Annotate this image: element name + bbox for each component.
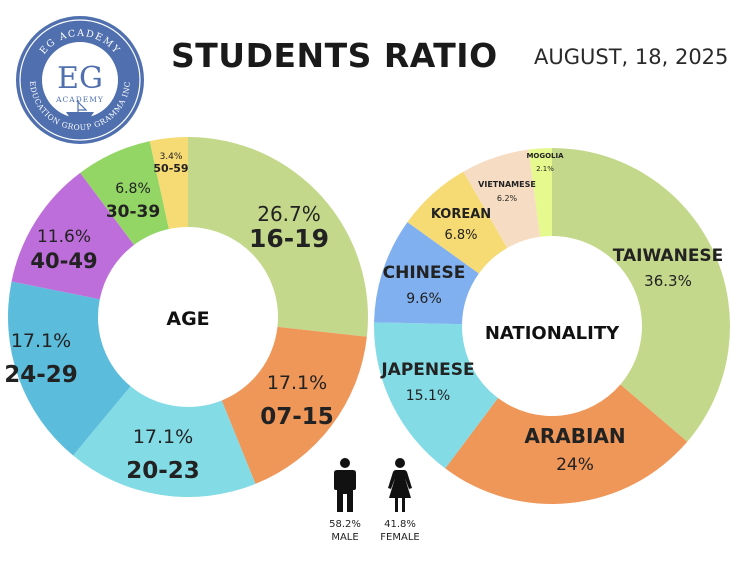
male-stat: 58.2% MALE — [315, 458, 375, 544]
slice-label-16-19: 16-19 — [249, 224, 329, 253]
slice-value-50-59: 3.4% — [160, 152, 183, 162]
slice-24-29 — [8, 281, 131, 456]
ship-icon — [66, 112, 94, 118]
slice-20-23 — [73, 386, 256, 497]
female-stat: 41.8% FEMALE — [370, 458, 430, 544]
center-label-nationality: NATIONALITY — [485, 323, 620, 344]
slice-40-49 — [11, 172, 135, 300]
female-label: FEMALE — [380, 532, 420, 543]
slice-label-chinese: CHINESE — [383, 263, 466, 283]
slice-value-30-39: 6.8% — [115, 181, 151, 197]
slice-label-20-23: 20-23 — [126, 458, 200, 484]
slice-arabian — [445, 384, 688, 504]
slice-value-07-15: 17.1% — [267, 372, 327, 394]
male-icon — [334, 458, 356, 512]
slice-value-mogolia: 2.1% — [536, 165, 554, 173]
slice-value-chinese: 9.6% — [406, 291, 442, 307]
slice-vietnamese — [463, 149, 541, 248]
slice-label-24-29: 24-29 — [4, 362, 78, 388]
logo-sub-text: ACADEMY — [55, 95, 104, 104]
slice-value-korean: 6.8% — [444, 228, 477, 243]
logo-monogram: EG — [57, 61, 103, 96]
slice-value-16-19: 26.7% — [257, 202, 321, 226]
slice-korean — [407, 171, 508, 274]
slice-label-taiwanese: TAIWANESE — [613, 246, 724, 266]
slice-mogolia — [528, 148, 552, 237]
male-percent: 58.2% — [329, 519, 361, 530]
slice-label-arabian: ARABIAN — [524, 424, 625, 448]
slice-label-mogolia: MOGOLIA — [526, 152, 564, 160]
slice-value-arabian: 24% — [556, 455, 594, 475]
female-percent: 41.8% — [384, 519, 416, 530]
slice-label-07-15: 07-15 — [260, 404, 334, 430]
slice-chinese — [374, 222, 479, 325]
slice-taiwanese — [552, 148, 730, 442]
slice-value-taiwanese: 36.3% — [644, 272, 692, 290]
male-label: MALE — [331, 532, 359, 543]
center-label-age: AGE — [166, 308, 209, 330]
page-title: STUDENTS RATIO — [171, 36, 498, 75]
slice-value-vietnamese: 6.2% — [497, 194, 518, 203]
slice-label-50-59: 50-59 — [153, 162, 188, 175]
slice-value-24-29: 17.1% — [11, 330, 71, 352]
nationality-donut-chart: TAIWANESE 36.3% ARABIAN 24% JAPENESE 15.1% CHI… — [374, 148, 730, 504]
date-label: AUGUST, 18, 2025 — [534, 45, 729, 69]
slice-japenese — [374, 322, 499, 469]
slice-30-39 — [80, 141, 169, 245]
slice-label-vietnamese: VIETNAMESE — [478, 180, 536, 189]
female-icon — [388, 458, 412, 512]
slice-label-korean: KOREAN — [431, 207, 491, 222]
eg-academy-logo: EG ACADEMY EDUCATION GROUP GRAMMA INC EG… — [16, 16, 144, 144]
slice-label-40-49: 40-49 — [30, 249, 97, 273]
slice-label-30-39: 30-39 — [106, 202, 160, 222]
slice-value-40-49: 11.6% — [37, 227, 91, 247]
age-donut-chart: 26.7%16-19 17.1% 07-15 17.1% 20-23 17.1% 24-29… — [4, 137, 369, 497]
slice-label-japenese: JAPENESE — [380, 360, 474, 380]
slice-50-59 — [149, 137, 188, 230]
slice-16-19 — [188, 137, 369, 337]
slice-07-15 — [221, 326, 367, 484]
slice-value-japenese: 15.1% — [406, 388, 450, 404]
slice-value-20-23: 17.1% — [133, 426, 193, 448]
